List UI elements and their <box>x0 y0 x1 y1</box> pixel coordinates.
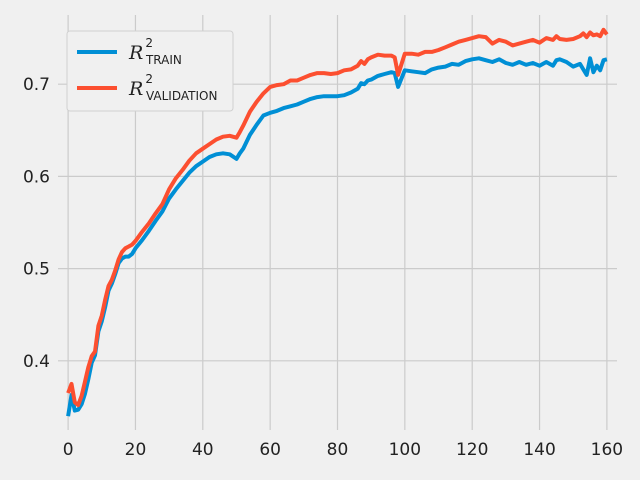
legend: R 2 TRAIN R 2 VALIDATION <box>66 30 234 112</box>
tick-labels: 0 20 40 60 80 100 120 140 160 0.4 0.5 0.6 0.7 <box>23 75 623 460</box>
x-tick-label-1: 20 <box>125 440 147 460</box>
x-tick-label-8: 160 <box>591 440 623 460</box>
y-tick-label-1: 0.5 <box>23 260 50 280</box>
x-tick-label-5: 100 <box>389 440 421 460</box>
series-lines <box>66 27 609 417</box>
x-tick-label-7: 140 <box>523 440 555 460</box>
y-tick-label-2: 0.6 <box>23 167 50 187</box>
x-tick-label-2: 40 <box>192 440 214 460</box>
y-tick-label-0: 0.4 <box>23 352 50 372</box>
legend-label-train: R 2 TRAIN <box>128 36 182 67</box>
x-tick-label-0: 0 <box>63 440 74 460</box>
series-line-train <box>66 56 608 417</box>
series-line-validation <box>66 27 609 408</box>
legend-label-validation: R 2 VALIDATION <box>128 72 217 103</box>
x-tick-label-6: 120 <box>456 440 488 460</box>
x-tick-label-3: 60 <box>259 440 281 460</box>
x-tick-label-4: 80 <box>327 440 349 460</box>
y-tick-label-3: 0.7 <box>23 75 50 95</box>
